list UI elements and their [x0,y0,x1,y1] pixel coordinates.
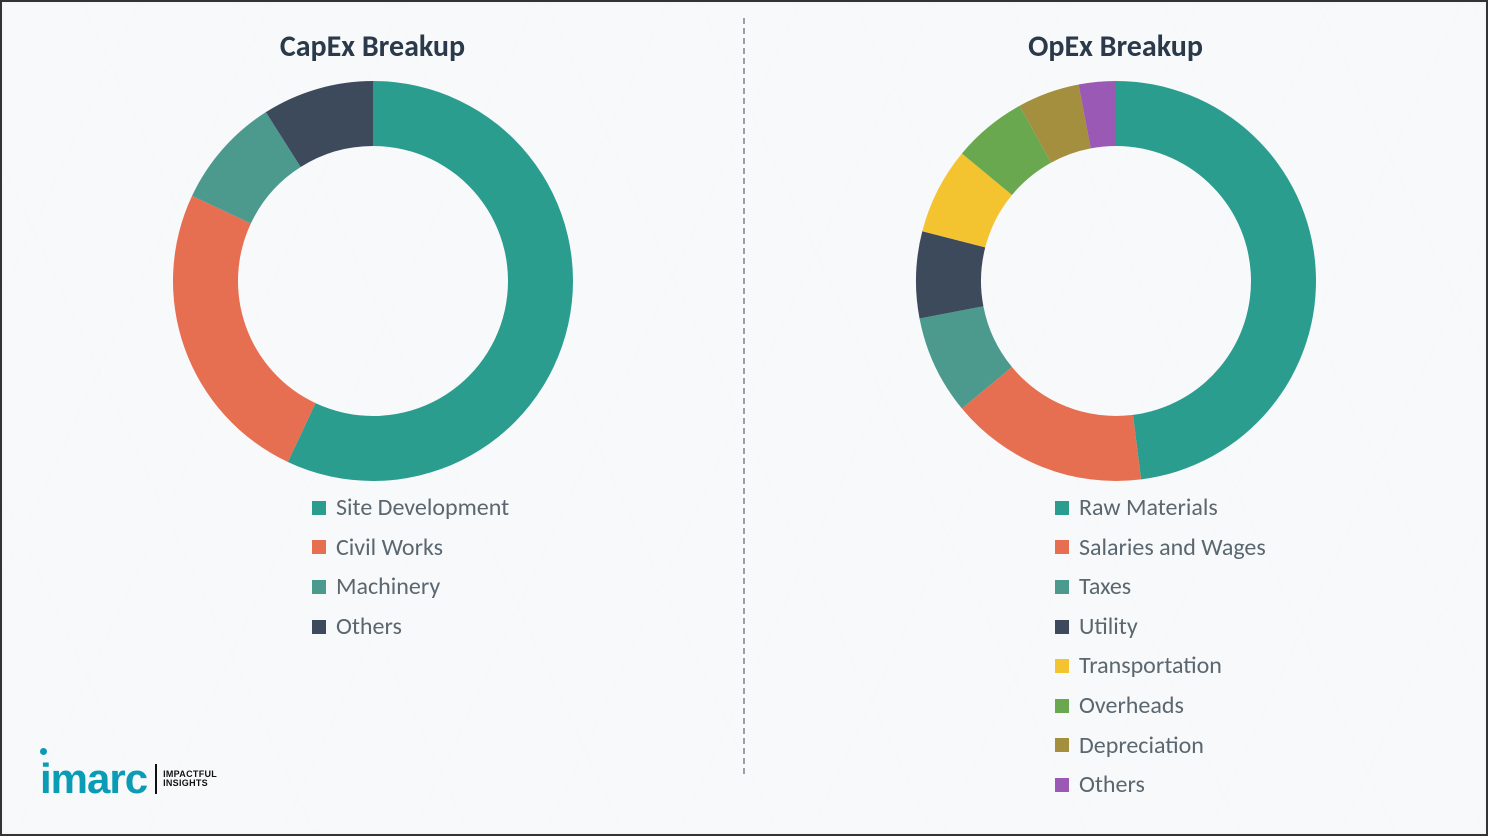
opex-legend-label-0: Raw Materials [1079,491,1218,525]
opex-donut-chart [906,71,1326,491]
opex-legend-swatch-5 [1055,699,1069,713]
capex-legend-swatch-1 [312,540,326,554]
capex-legend-label-3: Others [336,610,402,644]
opex-slice-0 [1116,81,1316,479]
capex-legend-swatch-0 [312,501,326,515]
opex-legend-swatch-6 [1055,738,1069,752]
capex-legend-label-0: Site Development [336,491,509,525]
brand-logo: imarc IMPACTFUL INSIGHTS [40,758,217,800]
opex-legend-label-1: Salaries and Wages [1079,531,1266,565]
capex-panel: CapEx Breakup Site Development Civil Work… [2,2,743,834]
logo-tagline-line2: INSIGHTS [163,778,208,788]
capex-legend-item-0: Site Development [312,491,509,525]
logo-wordmark: imarc [40,755,147,802]
capex-legend-label-1: Civil Works [336,531,443,565]
capex-legend-label-2: Machinery [336,570,440,604]
opex-legend-label-4: Transportation [1079,649,1222,683]
opex-legend-item-0: Raw Materials [1055,491,1266,525]
capex-legend-item-3: Others [312,610,509,644]
opex-legend-label-7: Others [1079,768,1145,802]
opex-legend: Raw Materials Salaries and Wages Taxes Util… [1055,491,1266,808]
opex-legend-item-5: Overheads [1055,689,1266,723]
opex-title: OpEx Breakup [1028,28,1203,65]
opex-legend-swatch-3 [1055,620,1069,634]
opex-legend-item-3: Utility [1055,610,1266,644]
logo-separator [155,764,157,794]
capex-legend-item-2: Machinery [312,570,509,604]
capex-title: CapEx Breakup [280,28,465,65]
opex-panel: OpEx Breakup Raw Materials Salaries and W… [745,2,1486,834]
capex-slice-1 [173,196,316,462]
opex-legend-item-1: Salaries and Wages [1055,531,1266,565]
opex-legend-item-2: Taxes [1055,570,1266,604]
opex-legend-label-6: Depreciation [1079,729,1204,763]
logo-tagline: IMPACTFUL INSIGHTS [163,770,217,789]
opex-legend-swatch-0 [1055,501,1069,515]
capex-legend-item-1: Civil Works [312,531,509,565]
opex-legend-item-7: Others [1055,768,1266,802]
opex-donut-svg [911,76,1321,486]
opex-legend-label-3: Utility [1079,610,1138,644]
capex-donut-svg [168,76,578,486]
capex-legend-swatch-3 [312,620,326,634]
main-container: CapEx Breakup Site Development Civil Work… [2,2,1486,834]
capex-legend-swatch-2 [312,580,326,594]
capex-donut-chart [163,71,583,491]
opex-legend-label-5: Overheads [1079,689,1184,723]
opex-legend-label-2: Taxes [1079,570,1131,604]
opex-legend-swatch-7 [1055,778,1069,792]
opex-legend-item-4: Transportation [1055,649,1266,683]
opex-legend-swatch-4 [1055,659,1069,673]
opex-legend-item-6: Depreciation [1055,729,1266,763]
capex-legend: Site Development Civil Works Machinery Othe… [312,491,509,649]
opex-legend-swatch-1 [1055,540,1069,554]
logo-dot-icon [40,748,47,755]
opex-legend-swatch-2 [1055,580,1069,594]
